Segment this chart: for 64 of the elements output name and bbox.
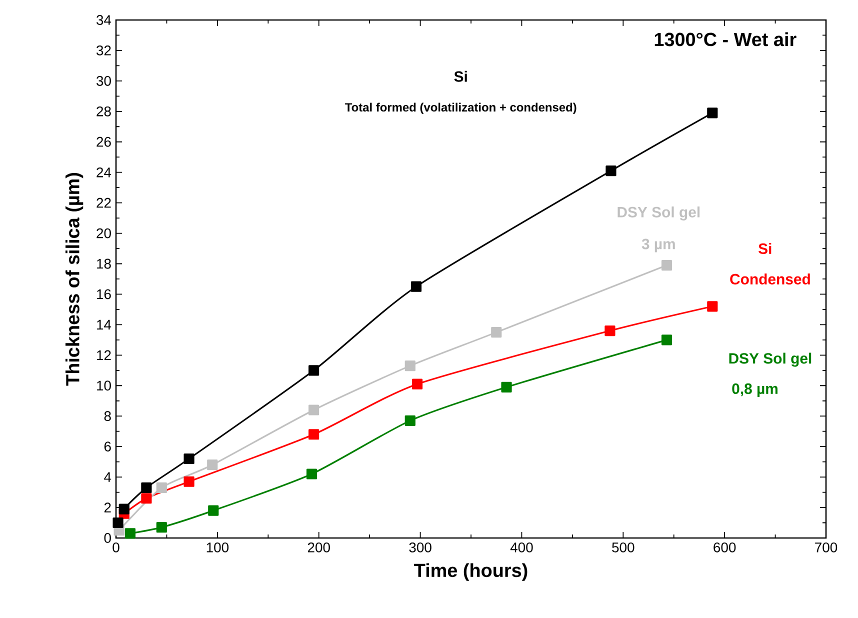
x-tick-label: 700: [815, 542, 838, 552]
annotation: 0,8 µm: [732, 383, 778, 397]
y-tick-label: 30: [96, 76, 111, 86]
point: [707, 108, 718, 118]
point: [156, 522, 167, 533]
y-tick-label: 20: [96, 228, 111, 238]
y-tick-label: 14: [97, 320, 112, 330]
annotation: Si: [454, 70, 467, 82]
text: 1300°C - Wet air: [654, 32, 796, 46]
x-tick-label: 0: [112, 542, 120, 552]
y-tick-label: 6: [104, 442, 111, 452]
y-tick-label: 28: [96, 106, 111, 116]
point: [491, 327, 502, 338]
point: [184, 453, 194, 464]
point: [404, 415, 416, 426]
annotation: 3 µm: [642, 238, 675, 252]
annotation: DSY Sol gel: [618, 206, 700, 220]
annotation: Si: [758, 243, 772, 254]
point: [118, 504, 130, 514]
point: [308, 429, 320, 440]
y-tick-label: 4: [104, 472, 112, 482]
point: [501, 382, 512, 392]
point: [707, 301, 718, 312]
point: [141, 482, 152, 494]
annotation: Condensed: [730, 273, 810, 284]
point: [410, 281, 422, 292]
y-tick-label: 22: [96, 198, 111, 208]
point: [306, 468, 318, 480]
x-tick-label: 100: [206, 542, 229, 552]
point: [606, 166, 616, 176]
x-tick-label: 500: [612, 542, 634, 552]
point: [141, 493, 152, 504]
y-tick-label: 2: [104, 502, 111, 512]
point: [661, 260, 672, 271]
y-axis-title: Thickness of silica (µm): [65, 172, 84, 386]
y-tick-label: 12: [97, 350, 111, 360]
point: [156, 482, 167, 494]
y-tick-label: 24: [96, 167, 112, 178]
point: [412, 378, 423, 390]
x-tick-label: 600: [714, 542, 736, 552]
annotation: Total formed (volatilization + condensed): [345, 102, 576, 114]
y-tick-label: 0: [104, 533, 111, 543]
point: [208, 505, 219, 516]
point: [308, 365, 320, 376]
x-axis-title: Time (hours): [414, 563, 528, 581]
point: [604, 325, 616, 336]
y-tick-label: 34: [96, 15, 112, 25]
y-tick-label: 26: [96, 136, 111, 147]
x-tick-label: 200: [308, 542, 330, 552]
x-tick-label: 400: [510, 542, 533, 552]
point: [661, 334, 672, 346]
y-tick-label: 10: [97, 380, 111, 391]
annotation: DSY Sol gel: [729, 352, 812, 367]
point: [184, 476, 194, 487]
y-tick-label: 16: [97, 289, 111, 300]
point: [207, 460, 218, 470]
x-tick-label: 300: [409, 542, 432, 552]
y-tick-label: 18: [97, 258, 111, 269]
y-tick-label: 32: [96, 46, 111, 56]
point: [308, 404, 320, 416]
point: [124, 528, 136, 539]
y-tick-label: 8: [104, 411, 111, 422]
point: [404, 360, 416, 372]
point: [112, 517, 124, 528]
